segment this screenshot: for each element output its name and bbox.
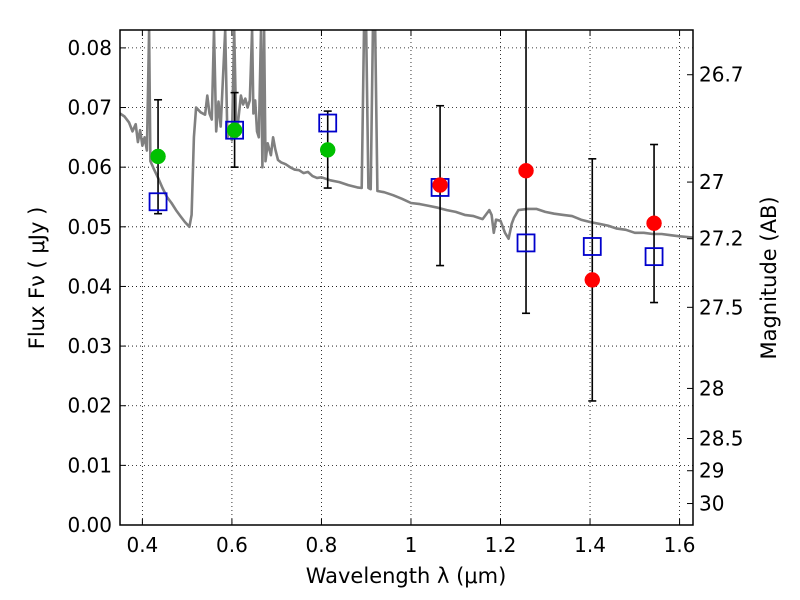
y-tick-label: 0.07 (67, 96, 112, 120)
model-flux-square (225, 120, 245, 140)
observed-flux-point (584, 272, 601, 288)
y-tick-label: 0.06 (67, 155, 112, 179)
y2-tick-label: 29 (699, 459, 724, 483)
model-flux-square (318, 113, 338, 133)
y-tick-label: 0.08 (67, 36, 112, 60)
model-flux-square (516, 233, 536, 253)
y2-tick-label: 27.2 (699, 227, 744, 251)
y2-axis: 26.7 27 27.2 27.5 28 28.5 29 30 (687, 63, 744, 516)
y-tick-label: 0.04 (67, 274, 112, 298)
x-axis-label: Wavelength λ (μm) (306, 564, 507, 588)
grid (120, 30, 693, 526)
y-tick-label: 0.01 (67, 453, 112, 477)
observed-flux-point (319, 142, 336, 158)
x-tick-label: 1.2 (485, 533, 517, 557)
x-tick-label: 0.8 (306, 533, 338, 557)
model-flux-markers (148, 113, 664, 267)
observed-flux-markers (150, 122, 662, 288)
x-tick-label: 1.4 (574, 533, 606, 557)
plot-frame (119, 29, 694, 526)
y-axis-label: Flux Fν ( μJy ) (25, 207, 49, 350)
model-flux-square (582, 237, 602, 256)
y2-tick-label: 26.7 (699, 63, 744, 87)
x-tick-label: 1.6 (664, 533, 696, 557)
model-spectrum-line (120, 30, 693, 240)
y-tick-label: 0.02 (67, 394, 112, 418)
x-tick-label: 0.6 (216, 533, 248, 557)
y2-tick-label: 27 (699, 170, 724, 194)
y-tick-label: 0.00 (67, 513, 112, 537)
y2-tick-label: 28.5 (699, 427, 744, 451)
y2-axis-label: Magnitude (AB) (757, 196, 781, 359)
x-axis: 0.4 0.6 0.8 1 1.2 1.4 1.6 (126, 30, 695, 557)
model-spectrum-layer (120, 30, 693, 240)
model-flux-square (644, 247, 664, 267)
model-flux-square (148, 192, 168, 212)
y2-tick-label: 28 (699, 376, 724, 400)
y2-tick-label: 27.5 (699, 295, 744, 319)
y2-tick-label: 30 (699, 492, 724, 516)
observed-flux-point (646, 215, 662, 231)
y-tick-label: 0.03 (67, 334, 112, 358)
y-tick-label: 0.05 (67, 215, 112, 239)
observed-flux-point (226, 122, 243, 138)
x-tick-label: 0.4 (126, 533, 158, 557)
observed-flux-point (150, 148, 166, 165)
x-tick-label: 1 (405, 533, 418, 557)
observed-flux-point (432, 177, 448, 193)
observed-flux-point (518, 162, 534, 179)
y-axis: 0.00 0.01 0.02 0.03 0.04 0.05 0.06 0.07 0.08 (67, 36, 126, 537)
